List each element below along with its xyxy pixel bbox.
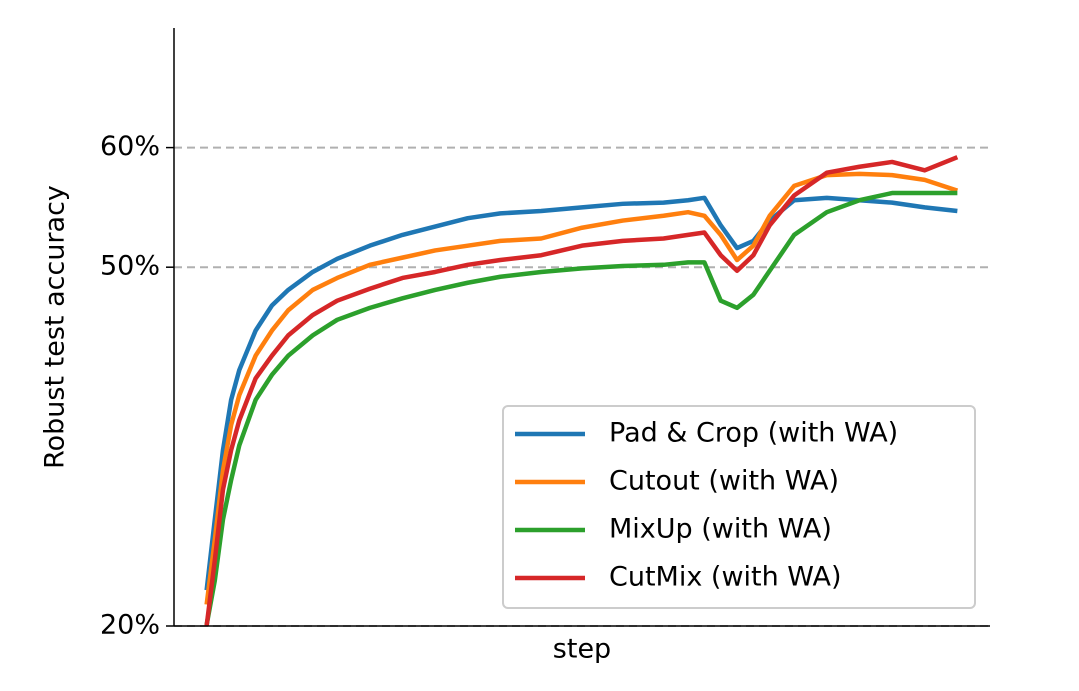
y-tick-label: 20% (100, 610, 160, 641)
y-tick-label: 60% (100, 131, 160, 162)
y-tick-label: 50% (100, 251, 160, 282)
data-line (204, 155, 959, 627)
legend-label: CutMix (with WA) (609, 562, 842, 593)
y-axis-label: Robust test accuracy (40, 185, 71, 469)
legend-label: Cutout (with WA) (609, 466, 839, 497)
legend-label: Pad & Crop (with WA) (609, 418, 898, 449)
legend-box (502, 405, 976, 609)
data-line (204, 190, 958, 626)
data-line (204, 195, 958, 591)
legend: Pad & Crop (with WA) Cutout (with WA) MixU… (502, 405, 976, 609)
x-axis-label: step (553, 634, 611, 665)
legend-label: MixUp (with WA) (609, 514, 832, 545)
data-line (204, 171, 959, 605)
